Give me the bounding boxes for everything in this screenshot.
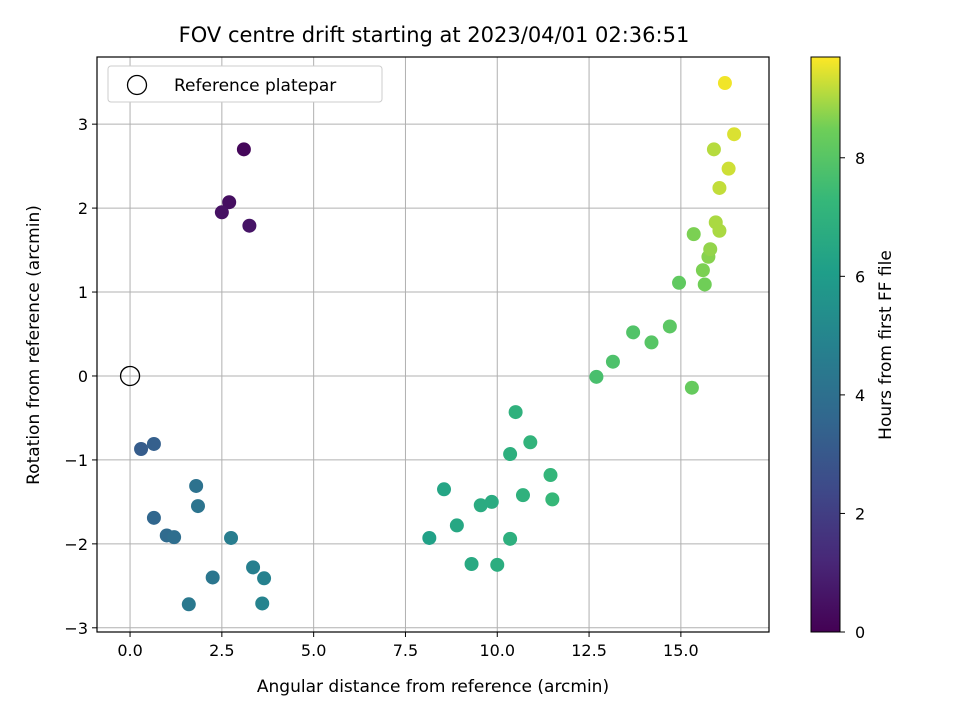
colorbar-ticks: 0 2 4 6 8 [840,149,865,642]
data-point [473,498,488,513]
data-point [721,161,736,176]
y-tick-label: 0 [78,367,88,386]
colorbar-tick-label: 6 [855,267,865,286]
data-point [605,354,620,369]
data-point [672,275,687,290]
colorbar-tick-label: 0 [855,623,865,642]
reference-point-circle [119,365,141,387]
data-point [523,435,538,450]
data-point [545,492,560,507]
data-point [662,319,677,334]
data-point [706,142,721,157]
colorbar: 0 2 4 6 8 Hours from first FF file [810,56,896,642]
x-tick-label: 2.5 [209,641,234,660]
legend: Reference platepar [107,65,383,103]
data-point [422,530,437,545]
colorbar-tick-label: 4 [855,386,865,405]
data-point [146,436,161,451]
data-point [644,335,659,350]
y-axis-label: Rotation from reference (arcmin) [24,205,44,485]
data-point [449,518,464,533]
data-point [224,530,239,545]
y-tick-label: −2 [64,535,88,554]
data-point [464,557,479,572]
data-point [181,597,196,612]
data-point [727,127,742,142]
data-point [484,494,499,509]
data-point [589,369,604,384]
y-tick-label: 3 [78,115,88,134]
data-point [190,499,205,514]
y-axis-ticks: −3 −2 −1 0 1 2 3 [64,115,97,638]
data-point [508,405,523,420]
data-point [684,380,699,395]
data-point [686,227,701,242]
data-point [695,263,710,278]
colorbar-label: Hours from first FF file [876,250,896,440]
plot-frame [96,56,770,633]
legend-open-circle-icon [126,74,148,96]
data-point [146,510,161,525]
data-point [503,531,518,546]
data-point [257,571,272,586]
data-point [543,468,558,483]
data-point [503,447,518,462]
grid [97,57,769,632]
data-point [189,478,204,493]
data-points [134,76,742,612]
data-point [255,596,270,611]
data-point [712,180,727,195]
data-point [242,218,257,233]
x-axis-ticks: 0.0 2.5 5.0 7.5 10.0 12.5 15.0 [117,632,699,660]
chart-title: FOV centre drift starting at 2023/04/01 … [179,23,690,47]
y-tick-label: 2 [78,199,88,218]
x-axis-label: Angular distance from reference (arcmin) [257,677,609,697]
data-point [134,442,149,457]
data-point [717,76,732,91]
x-tick-label: 0.0 [117,641,142,660]
colorbar-gradient [810,56,841,633]
data-point [222,195,237,210]
x-tick-label: 15.0 [663,641,699,660]
data-point [167,530,182,545]
y-tick-label: −3 [64,619,88,638]
legend-box [107,65,383,103]
y-tick-label: −1 [64,451,88,470]
data-point [626,325,641,340]
x-tick-label: 10.0 [479,641,515,660]
data-point [712,223,727,238]
data-point [515,488,530,503]
data-point [697,277,712,292]
reference-marker [119,365,141,387]
data-point [246,560,261,575]
colorbar-tick-label: 2 [855,504,865,523]
data-point [205,570,220,585]
data-point [490,557,505,572]
colorbar-tick-label: 8 [855,149,865,168]
data-point [703,242,718,257]
data-point [214,205,229,220]
x-tick-label: 5.0 [301,641,326,660]
x-tick-label: 7.5 [393,641,418,660]
data-point [437,482,452,497]
y-tick-label: 1 [78,283,88,302]
data-point [236,142,251,157]
legend-entry-label: Reference platepar [174,76,336,96]
x-tick-label: 12.5 [571,641,607,660]
